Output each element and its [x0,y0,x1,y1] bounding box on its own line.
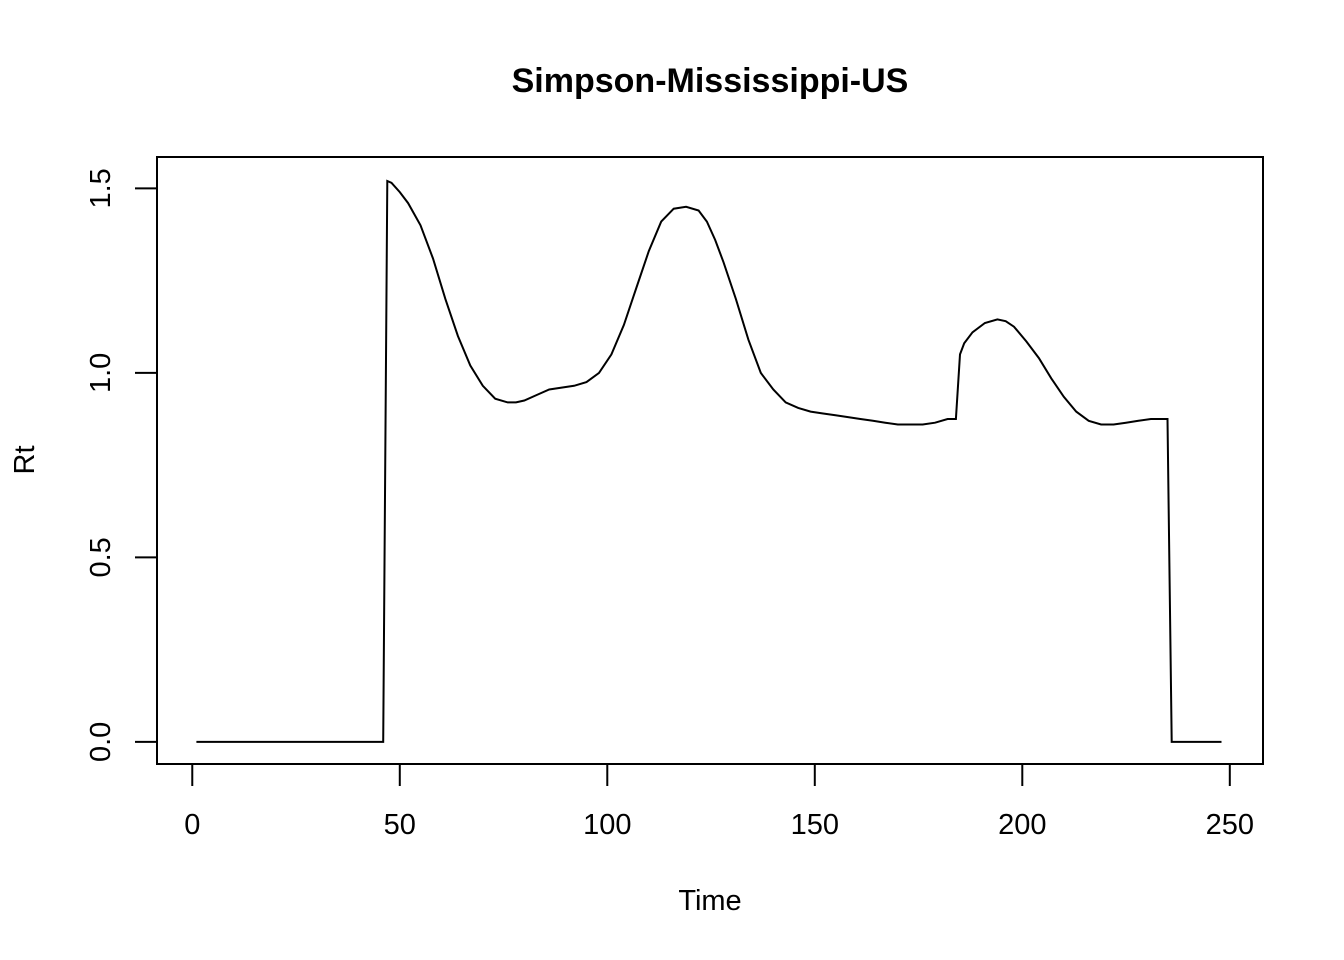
plot-frame [156,156,1264,765]
x-tick-label: 50 [384,809,416,841]
x-tick-label: 0 [184,809,200,841]
y-tick-label: 0.5 [85,537,117,577]
y-tick-label: 0.0 [85,722,117,762]
y-tick-label: 1.5 [85,168,117,208]
x-tick-label: 250 [1206,809,1254,841]
x-tick-label: 200 [998,809,1046,841]
y-axis: 0.0 0.5 1.0 1.5 [85,168,158,762]
y-tick-label: 1.0 [85,353,117,393]
x-tick-label: 150 [791,809,839,841]
y-axis-label: Rt [9,446,41,475]
x-axis: 0 50 100 150 200 250 [184,763,1254,841]
chart-title: Simpson-Mississippi-US [512,62,909,100]
rt-series-line [196,179,1222,743]
x-tick-label: 100 [583,809,631,841]
x-axis-label: Time [678,885,741,917]
